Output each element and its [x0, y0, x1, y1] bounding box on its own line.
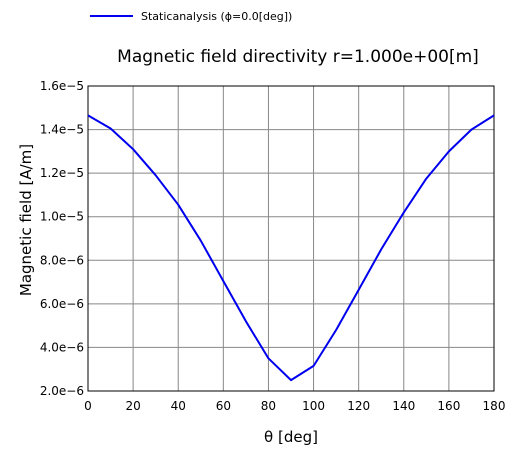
chart-title: Magnetic field directivity r=1.000e+00[m…	[117, 47, 479, 67]
x-tick-label: 40	[171, 399, 186, 413]
y-tick-label: 1.6e−5	[40, 79, 84, 93]
x-axis: 0 20 40 60 80 100 120 140 160 180	[84, 399, 505, 413]
x-tick-label: 20	[125, 399, 140, 413]
x-tick-label: 80	[261, 399, 276, 413]
y-axis-label: Magnetic field [A/m]	[17, 144, 35, 296]
y-tick-label: 4.0e−6	[40, 340, 84, 354]
y-tick-label: 8.0e−6	[40, 253, 84, 267]
x-axis-label: θ [deg]	[264, 428, 318, 446]
legend: Staticanalysis (ϕ=0.0[deg])	[90, 10, 292, 23]
x-tick-label: 160	[437, 399, 460, 413]
x-tick-label: 0	[84, 399, 92, 413]
x-tick-label: 120	[347, 399, 370, 413]
y-tick-label: 1.0e−5	[40, 210, 84, 224]
plot-area	[88, 86, 494, 391]
y-tick-label: 6.0e−6	[40, 297, 84, 311]
y-axis: 2.0e−6 4.0e−6 6.0e−6 8.0e−6 1.0e−5 1.2e−5 1.4e…	[40, 79, 84, 398]
y-tick-label: 1.2e−5	[40, 166, 84, 180]
plot-frame	[87, 85, 495, 392]
x-tick-label: 180	[483, 399, 506, 413]
x-tick-label: 100	[302, 399, 325, 413]
series-line	[87, 114, 495, 382]
legend-label: Staticanalysis (ϕ=0.0[deg])	[141, 10, 292, 23]
y-tick-label: 2.0e−6	[40, 384, 84, 398]
y-tick-label: 1.4e−5	[40, 123, 84, 137]
x-tick-label: 140	[392, 399, 415, 413]
x-tick-label: 60	[216, 399, 231, 413]
